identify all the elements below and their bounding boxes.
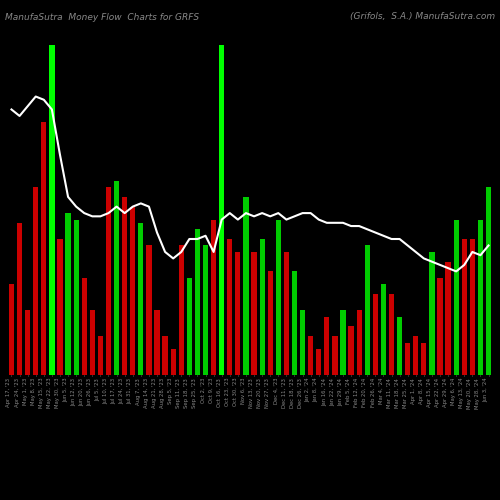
Bar — [252, 252, 256, 375]
Bar — [405, 342, 410, 375]
Bar — [364, 246, 370, 375]
Bar — [154, 310, 160, 375]
Bar — [9, 284, 14, 375]
Bar — [430, 252, 434, 375]
Bar — [438, 278, 442, 375]
Bar — [74, 220, 79, 375]
Bar — [178, 246, 184, 375]
Bar — [211, 220, 216, 375]
Bar — [186, 278, 192, 375]
Bar — [106, 187, 111, 375]
Bar — [300, 310, 305, 375]
Bar — [82, 278, 87, 375]
Bar — [316, 349, 322, 375]
Bar — [203, 246, 208, 375]
Text: (Grifols,  S.A.) ManufaSutra.com: (Grifols, S.A.) ManufaSutra.com — [350, 12, 495, 22]
Bar — [260, 239, 265, 375]
Bar — [413, 336, 418, 375]
Bar — [268, 272, 273, 375]
Bar — [41, 122, 46, 375]
Bar — [421, 342, 426, 375]
Bar — [356, 310, 362, 375]
Bar — [462, 239, 467, 375]
Bar — [397, 316, 402, 375]
Bar — [276, 220, 281, 375]
Bar — [486, 187, 491, 375]
Bar — [446, 262, 450, 375]
Bar — [470, 239, 475, 375]
Bar — [340, 310, 345, 375]
Bar — [381, 284, 386, 375]
Bar — [244, 197, 248, 375]
Bar — [308, 336, 314, 375]
Bar — [162, 336, 168, 375]
Bar — [58, 239, 62, 375]
Bar — [17, 223, 22, 375]
Bar — [219, 220, 224, 375]
Bar — [372, 294, 378, 375]
Bar — [284, 252, 289, 375]
Bar — [122, 197, 128, 375]
Bar — [478, 220, 483, 375]
Bar — [227, 239, 232, 375]
Bar — [98, 336, 103, 375]
Bar — [219, 44, 224, 375]
Bar — [66, 213, 70, 375]
Bar — [50, 51, 54, 375]
Bar — [33, 187, 38, 375]
Bar — [146, 246, 152, 375]
Bar — [50, 44, 54, 375]
Bar — [389, 294, 394, 375]
Bar — [114, 180, 119, 375]
Bar — [348, 326, 354, 375]
Bar — [25, 310, 30, 375]
Bar — [324, 316, 330, 375]
Bar — [195, 230, 200, 375]
Bar — [235, 252, 240, 375]
Bar — [332, 336, 338, 375]
Bar — [90, 310, 95, 375]
Bar — [170, 349, 176, 375]
Bar — [292, 272, 297, 375]
Bar — [138, 223, 143, 375]
Bar — [454, 220, 459, 375]
Text: ManufaSutra  Money Flow  Charts for GRFS: ManufaSutra Money Flow Charts for GRFS — [5, 12, 199, 22]
Bar — [130, 206, 136, 375]
